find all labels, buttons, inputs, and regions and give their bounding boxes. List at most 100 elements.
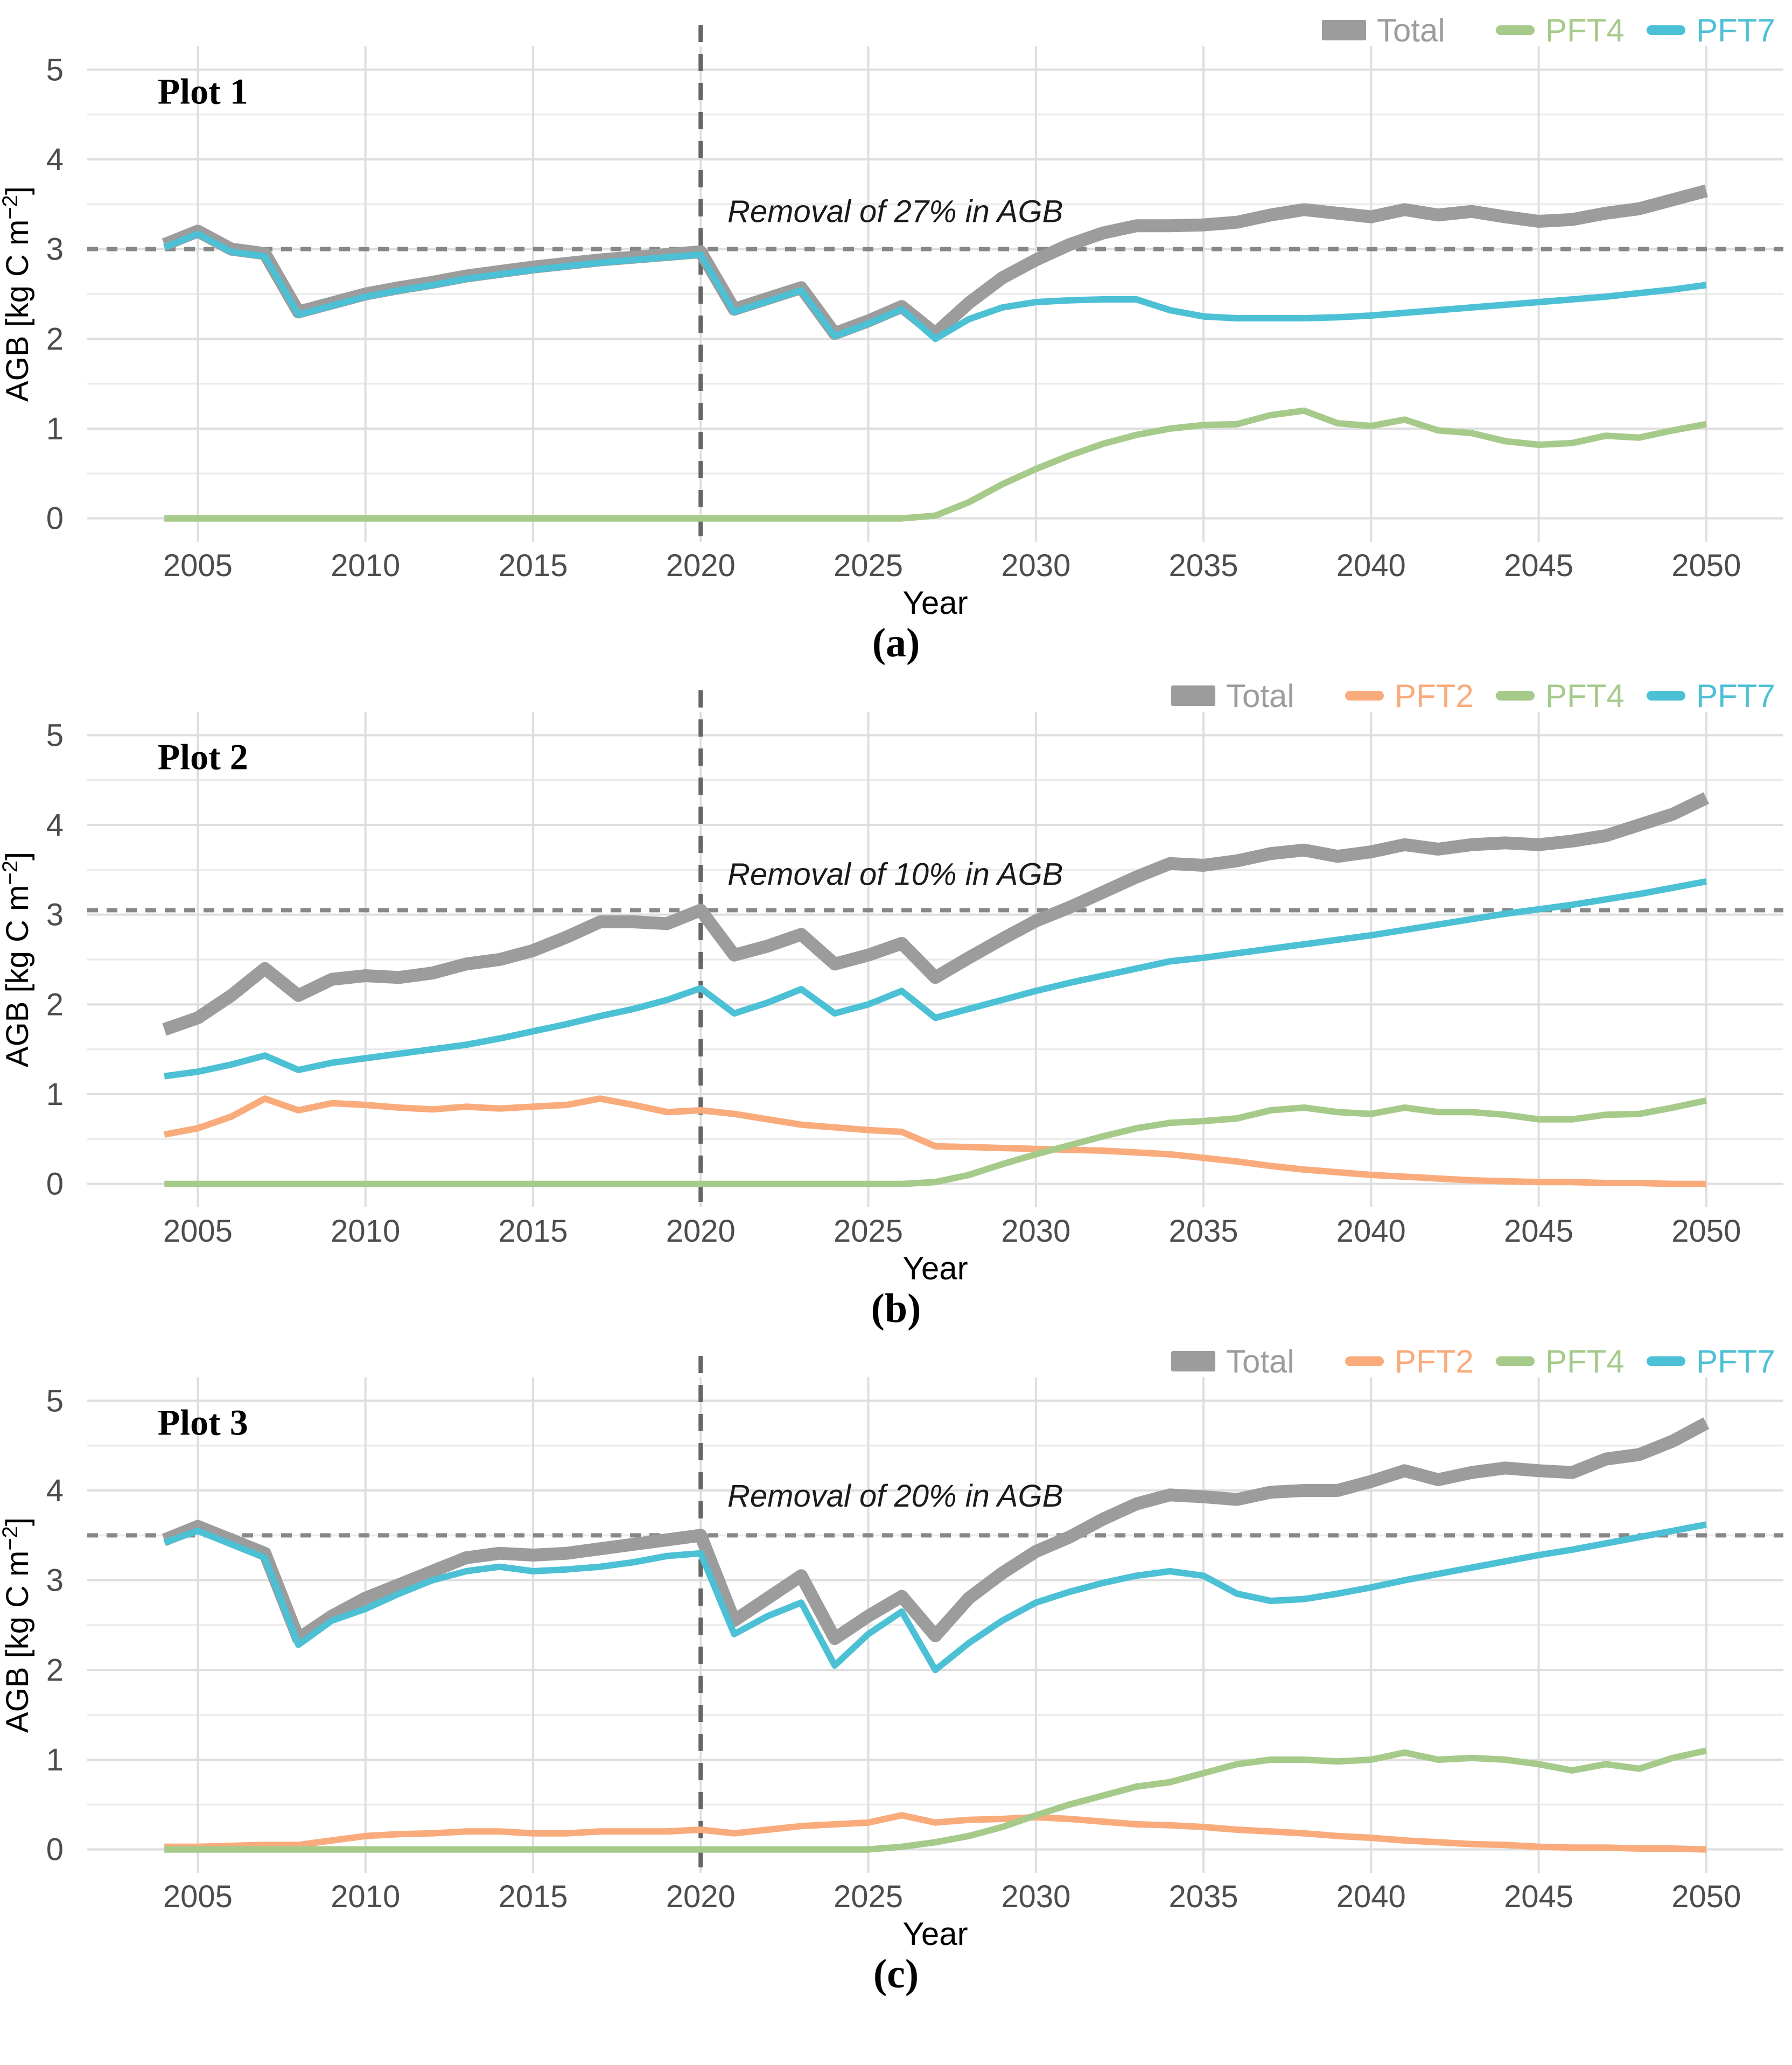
plot-title: Plot 2 xyxy=(158,737,248,778)
y-tick-label: 2 xyxy=(46,987,64,1022)
y-tick-label: 0 xyxy=(46,1167,64,1202)
y-tick-label: 3 xyxy=(46,232,64,267)
x-tick-label: 2025 xyxy=(834,1879,903,1914)
y-tick-label: 4 xyxy=(46,808,64,843)
x-tick-label: 2050 xyxy=(1671,548,1741,583)
x-tick-label: 2020 xyxy=(666,1214,736,1249)
x-tick-label: 2040 xyxy=(1336,548,1406,583)
x-tick-label: 2040 xyxy=(1336,1879,1406,1914)
x-tick-label: 2045 xyxy=(1504,548,1573,583)
y-axis-label: AGB [kg C m−2] xyxy=(0,852,35,1067)
x-tick-label: 2030 xyxy=(1001,1879,1070,1914)
legend-key-pft7 xyxy=(1647,1356,1685,1366)
y-tick-label: 2 xyxy=(46,321,64,356)
caption-b: (b) xyxy=(871,1286,921,1331)
x-tick-label: 2005 xyxy=(163,548,233,583)
series-line-pft4 xyxy=(164,1097,1707,1187)
x-tick-label: 2010 xyxy=(331,548,400,583)
series-line-pft2 xyxy=(164,1095,1706,1187)
x-tick-label: 2015 xyxy=(498,1879,568,1914)
legend-key-pft4 xyxy=(1496,1356,1535,1366)
x-tick-label: 2015 xyxy=(498,1214,568,1249)
x-tick-label: 2015 xyxy=(498,548,568,583)
x-axis-label: Year xyxy=(902,1916,968,1948)
x-tick-label: 2020 xyxy=(666,1879,736,1914)
legend-label-pft7: PFT7 xyxy=(1696,12,1775,48)
legend-label-total: Total xyxy=(1377,12,1445,48)
x-tick-label: 2005 xyxy=(163,1879,233,1914)
legend-label-pft2: PFT2 xyxy=(1395,1343,1474,1380)
legend-label-pft4: PFT4 xyxy=(1545,678,1625,714)
x-tick-label: 2030 xyxy=(1001,1214,1070,1249)
plot-title: Plot 1 xyxy=(158,71,248,112)
annotation-removal-text: Removal of 20% in AGB xyxy=(727,1479,1063,1514)
series-line-pft4 xyxy=(164,1747,1707,1853)
y-tick-label: 4 xyxy=(46,142,64,177)
caption-a: (a) xyxy=(872,620,920,666)
legend-key-pft4 xyxy=(1496,691,1535,701)
x-tick-label: 2020 xyxy=(666,548,736,583)
caption-c: (c) xyxy=(873,1951,919,1997)
legend-label-pft4: PFT4 xyxy=(1545,1343,1625,1380)
legend-label-total: Total xyxy=(1226,1343,1294,1380)
y-tick-label: 0 xyxy=(46,1832,64,1867)
legend-key-pft2 xyxy=(1345,691,1384,701)
chart-plot-2: Plot 2 Removal of 10% in AGB 0 1 2 3 4 5 2005 201… xyxy=(0,678,1783,1283)
x-tick-label: 2040 xyxy=(1336,1214,1406,1249)
x-axis-label: Year xyxy=(902,1250,968,1283)
legend-key-pft7 xyxy=(1647,25,1685,35)
series-line-total xyxy=(162,792,1710,1036)
legend-key-total xyxy=(1322,20,1366,40)
y-tick-label: 3 xyxy=(46,898,64,933)
x-tick-label: 2010 xyxy=(331,1214,400,1249)
legend-key-total xyxy=(1171,685,1215,706)
x-tick-label: 2050 xyxy=(1671,1879,1741,1914)
series-line-pft7 xyxy=(163,1521,1707,1674)
legend-key-pft7 xyxy=(1647,691,1685,701)
legend-label-pft4: PFT4 xyxy=(1545,12,1625,48)
y-tick-label: 3 xyxy=(46,1563,64,1598)
y-tick-label: 5 xyxy=(46,52,64,87)
panel-a: Plot 1 Removal of 27% in AGB 0 1 2 3 4 5 2005 201… xyxy=(0,8,1792,673)
y-tick-label: 1 xyxy=(46,1077,64,1112)
legend-key-pft2 xyxy=(1345,1356,1384,1366)
y-tick-label: 0 xyxy=(46,501,64,536)
series-line-pft7 xyxy=(163,230,1707,342)
y-tick-label: 1 xyxy=(46,411,64,446)
x-tick-label: 2005 xyxy=(163,1214,233,1249)
chart-plot-3: Plot 3 Removal of 20% in AGB 0 1 2 3 4 5 2005 201… xyxy=(0,1343,1783,1948)
x-tick-label: 2035 xyxy=(1169,548,1238,583)
plot-title: Plot 3 xyxy=(158,1402,248,1443)
legend-label-total: Total xyxy=(1226,678,1294,714)
x-axis-label: Year xyxy=(902,585,968,617)
x-tick-label: 2030 xyxy=(1001,548,1070,583)
annotation-removal-text: Removal of 10% in AGB xyxy=(727,857,1063,892)
panel-b: Plot 2 Removal of 10% in AGB 0 1 2 3 4 5 2005 201… xyxy=(0,673,1792,1339)
annotation-removal-text: Removal of 27% in AGB xyxy=(727,194,1063,229)
y-axis-label: AGB [kg C m−2] xyxy=(0,186,35,402)
y-axis-label: AGB [kg C m−2] xyxy=(0,1517,35,1733)
x-tick-label: 2025 xyxy=(834,548,903,583)
panel-c: Plot 3 Removal of 20% in AGB 0 1 2 3 4 5 2005 201… xyxy=(0,1339,1792,2004)
y-tick-label: 2 xyxy=(46,1653,64,1688)
x-tick-label: 2025 xyxy=(834,1214,903,1249)
x-tick-label: 2045 xyxy=(1504,1879,1573,1914)
legend-key-pft4 xyxy=(1496,25,1535,35)
figure: Plot 1 Removal of 27% in AGB 0 1 2 3 4 5 2005 201… xyxy=(0,8,1792,2004)
legend-label-pft7: PFT7 xyxy=(1696,1343,1775,1380)
legend-key-total xyxy=(1171,1351,1215,1371)
series-line-pft2 xyxy=(164,1812,1706,1853)
chart-plot-1: Plot 1 Removal of 27% in AGB 0 1 2 3 4 5 2005 201… xyxy=(0,12,1783,617)
x-tick-label: 2035 xyxy=(1169,1879,1238,1914)
series-line-pft4 xyxy=(164,407,1707,522)
y-tick-label: 5 xyxy=(46,718,64,753)
x-tick-label: 2010 xyxy=(331,1879,400,1914)
x-tick-label: 2045 xyxy=(1504,1214,1573,1249)
series-line-pft7 xyxy=(164,878,1707,1080)
y-tick-label: 5 xyxy=(46,1383,64,1418)
x-tick-label: 2035 xyxy=(1169,1214,1238,1249)
y-tick-label: 4 xyxy=(46,1473,64,1508)
series-line-total xyxy=(162,1417,1710,1645)
x-tick-label: 2050 xyxy=(1671,1214,1741,1249)
y-tick-label: 1 xyxy=(46,1742,64,1777)
